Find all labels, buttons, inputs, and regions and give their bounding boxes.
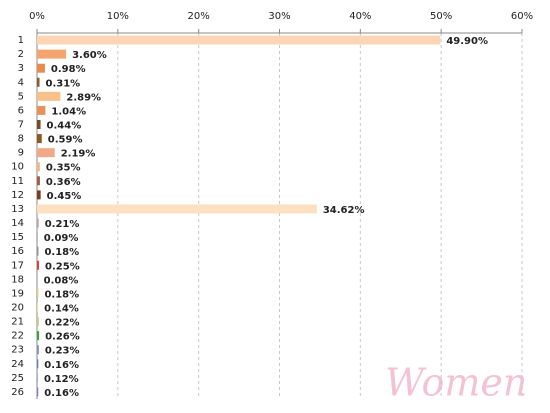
value-label: 0.44% [47, 121, 82, 132]
value-label: 0.98% [51, 64, 86, 75]
y-tick-label: 22 [11, 331, 24, 342]
value-label: 0.09% [44, 233, 79, 244]
bar [37, 120, 41, 129]
value-label: 2.19% [61, 149, 96, 160]
bar [37, 331, 40, 341]
bar [37, 274, 38, 284]
bar [37, 91, 61, 101]
y-tick-label: 20 [11, 303, 24, 314]
value-label: 0.18% [44, 289, 79, 300]
value-label: 0.36% [46, 177, 81, 188]
value-label: 3.60% [72, 50, 107, 61]
value-label: 0.14% [44, 304, 79, 315]
bar [37, 105, 46, 115]
bar [37, 260, 40, 270]
bar [37, 190, 41, 200]
x-tick-label: 30% [268, 11, 290, 22]
bar [37, 134, 42, 144]
value-label: 0.45% [47, 191, 82, 202]
y-tick-label: 2 [18, 49, 24, 60]
value-label: 0.16% [44, 388, 79, 399]
y-tick-label: 18 [11, 274, 24, 285]
y-tick-label: 3 [18, 63, 24, 74]
value-label: 34.62% [323, 205, 365, 216]
bar [37, 317, 39, 327]
bar [37, 63, 45, 73]
bar [37, 232, 38, 242]
value-label: 0.16% [44, 360, 79, 371]
value-label: 0.31% [46, 78, 81, 89]
bar [37, 345, 39, 355]
value-label: 0.59% [48, 135, 83, 146]
y-tick-label: 11 [11, 176, 24, 187]
bar [37, 77, 40, 87]
value-label: 0.22% [45, 318, 80, 329]
y-tick-label: 26 [11, 387, 24, 398]
y-tick-label: 19 [11, 288, 24, 299]
value-label: 0.08% [44, 275, 79, 286]
x-tick-label: 0% [29, 11, 45, 22]
y-tick-label: 6 [18, 105, 24, 116]
value-label: 0.23% [45, 346, 80, 357]
bar [37, 49, 67, 59]
x-tick-label: 40% [349, 11, 371, 22]
y-tick-label: 8 [18, 134, 24, 145]
y-tick-label: 12 [11, 190, 24, 201]
bar [37, 373, 38, 383]
bar [37, 176, 40, 186]
y-tick-label: 25 [11, 373, 24, 384]
bar [37, 148, 55, 158]
y-tick-label: 7 [18, 120, 24, 131]
watermark: Women [385, 361, 527, 405]
bar [37, 387, 39, 397]
bar [37, 204, 317, 214]
y-tick-label: 15 [11, 232, 24, 243]
bar [37, 162, 40, 172]
value-label: 0.35% [46, 163, 81, 174]
bar [37, 303, 39, 312]
value-label: 0.18% [44, 247, 79, 258]
y-tick-label: 5 [18, 91, 24, 102]
bar [37, 359, 39, 369]
x-tick-label: 20% [188, 11, 210, 22]
y-tick-label: 9 [18, 148, 24, 159]
value-label: 49.90% [446, 36, 488, 47]
bar [37, 246, 39, 256]
y-tick-label: 13 [11, 204, 24, 215]
y-tick-label: 1 [18, 35, 24, 46]
y-tick-label: 10 [11, 162, 24, 173]
value-label: 1.04% [51, 106, 86, 117]
value-label: 2.89% [66, 92, 101, 103]
y-tick-label: 23 [11, 345, 24, 356]
value-label: 0.21% [45, 219, 80, 230]
x-tick-label: 60% [511, 11, 533, 22]
value-label: 0.25% [45, 261, 80, 272]
x-tick-label: 10% [107, 11, 129, 22]
y-tick-label: 16 [11, 246, 24, 257]
y-tick-label: 14 [11, 218, 24, 229]
y-tick-label: 17 [11, 260, 24, 271]
y-tick-label: 21 [11, 317, 24, 328]
x-tick-label: 50% [430, 11, 452, 22]
y-tick-label: 24 [11, 359, 24, 370]
value-label: 0.12% [44, 374, 79, 385]
bar [37, 288, 39, 298]
y-tick-label: 4 [18, 77, 24, 88]
bar [37, 35, 441, 45]
value-label: 0.26% [45, 332, 80, 343]
bar [37, 218, 39, 228]
